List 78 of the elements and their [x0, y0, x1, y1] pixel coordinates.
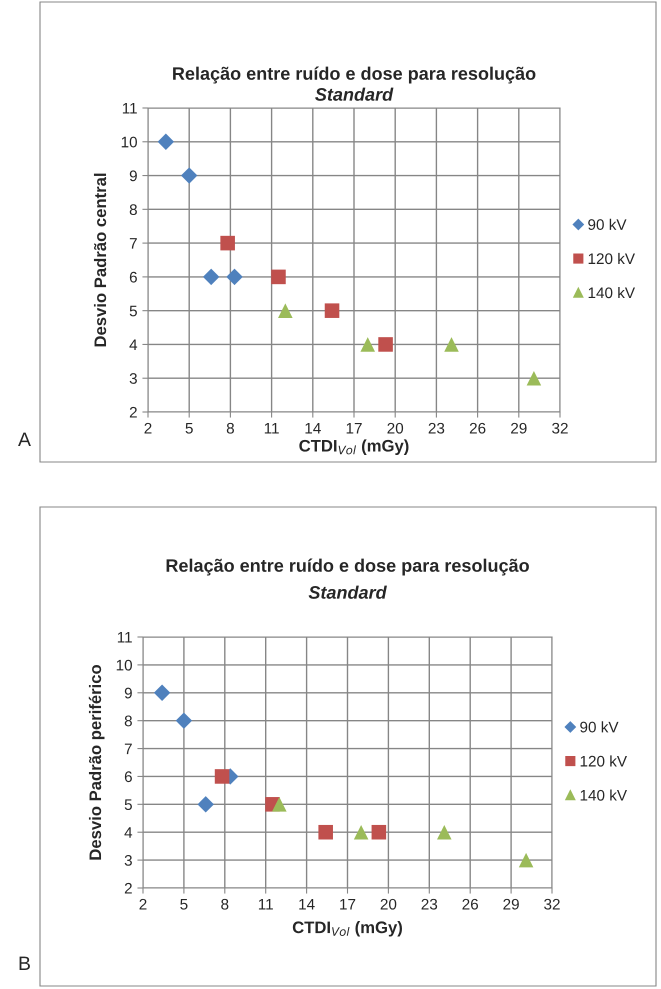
y-tick-label: 5	[124, 799, 132, 810]
legend-label: 120 kV	[588, 252, 635, 264]
legend-label: 140 kV	[580, 789, 627, 801]
y-tick-label: 10	[116, 660, 132, 671]
legend-label: 140 kV	[588, 286, 635, 298]
legend-label: 90 kV	[580, 721, 618, 732]
y-tick-label: 11	[118, 632, 132, 643]
x-tick-label: 23	[428, 422, 444, 434]
chart-title: Relação entre ruído e dose para resolução Standard	[173, 66, 536, 101]
point	[176, 712, 192, 729]
point	[220, 236, 235, 250]
point	[437, 824, 452, 840]
x-tick-label: 14	[299, 898, 315, 910]
point	[197, 796, 214, 813]
x-tick-label: 29	[503, 898, 519, 910]
x-tick-label: 20	[387, 422, 404, 434]
x-axis-title: CTDI$_{Vol}$ (mGy)	[292, 920, 402, 937]
point	[318, 824, 333, 840]
y-tick-label: 9	[130, 170, 137, 182]
y-tick-label: 4	[124, 827, 132, 838]
y-tick-label: 8	[130, 204, 137, 216]
y-tick-label: 7	[124, 744, 132, 754]
x-tick-label: 5	[180, 898, 188, 910]
point	[154, 684, 170, 701]
text: B	[20, 956, 30, 970]
point	[372, 824, 386, 840]
point	[272, 797, 287, 812]
y-tick-label: 8	[124, 716, 132, 726]
point	[158, 134, 174, 150]
y-tick-label: 11	[122, 103, 137, 114]
y-tick-label: 9	[124, 688, 132, 698]
x-tick-label: 17	[340, 898, 356, 910]
x-tick-label: 26	[462, 898, 478, 910]
x-tick-label: 32	[552, 422, 568, 434]
y-tick-label: 5	[130, 306, 137, 316]
x-tick-label: 11	[258, 898, 273, 910]
x-tick-label: 26	[470, 422, 486, 434]
point	[214, 769, 230, 784]
point	[360, 337, 376, 352]
y-tick-label: 3	[130, 373, 137, 384]
point	[278, 303, 293, 318]
point	[354, 824, 368, 840]
point	[226, 268, 243, 286]
y-axis-title: Desvio Padrão periférico	[88, 664, 104, 860]
y-tick-label: 2	[130, 406, 137, 418]
chart-title: Relação entre ruído e dose para resolução Standard	[166, 558, 529, 599]
legend-label: 120 kV	[580, 755, 627, 767]
x-tick-label: 5	[186, 422, 193, 434]
x-tick-label: 29	[511, 422, 527, 434]
x-tick-label: 2	[144, 422, 152, 434]
point	[518, 852, 534, 868]
y-tick-label: 6	[124, 771, 132, 782]
point	[378, 337, 393, 352]
x-tick-label: 11	[264, 422, 279, 434]
x-tick-label: 32	[544, 898, 560, 910]
point	[180, 167, 198, 184]
point	[526, 370, 542, 386]
legend-label: 90 kV	[588, 218, 626, 230]
x-tick-label: 8	[221, 898, 228, 910]
y-tick-label: 6	[130, 272, 137, 283]
x-axis-title: CTDI$_{Vol}$ (mGy)	[299, 439, 408, 455]
point	[202, 268, 220, 286]
y-tick-label: 4	[129, 339, 138, 350]
x-tick-label: 8	[226, 422, 234, 434]
x-tick-label: 14	[305, 422, 321, 434]
text: A	[18, 432, 31, 446]
point	[444, 337, 459, 352]
x-tick-label: 2	[140, 898, 146, 910]
x-tick-label: 17	[346, 422, 362, 434]
x-tick-label: 20	[380, 898, 396, 910]
y-axis-title: Desvio Padrão central	[94, 174, 106, 346]
y-tick-label: 10	[122, 136, 137, 148]
point	[271, 270, 286, 284]
y-tick-label: 2	[124, 882, 132, 894]
x-tick-label: 23	[422, 898, 438, 910]
point	[324, 303, 340, 318]
y-tick-label: 7	[130, 238, 137, 249]
y-tick-label: 3	[124, 854, 132, 866]
